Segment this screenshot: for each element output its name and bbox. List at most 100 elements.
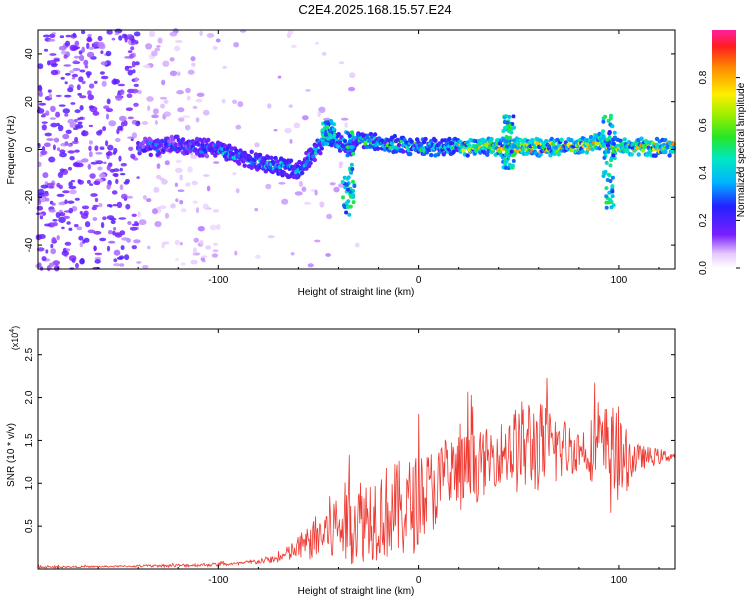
spectrogram-noise-cell [39, 215, 44, 220]
spectrogram-streak-cell [344, 182, 349, 187]
spectrogram-noise-cell [154, 47, 161, 52]
snr-y-ticks: 0.5 1.0 1.5 2.0 2.5 [24, 347, 675, 533]
spectrogram-noise-cell [127, 116, 134, 120]
spectrogram-noise-cell [348, 86, 356, 92]
spectrogram-noise-cell [290, 44, 297, 49]
colorbar-tick-label: 0.8 [698, 70, 709, 84]
spectrogram-noise-cell [156, 45, 161, 48]
spectrogram-noise-cell [78, 50, 83, 55]
spectrogram-noise-cell [63, 215, 70, 219]
spectrogram-noise-cell [77, 92, 82, 96]
spectrogram-noise-cell [94, 197, 99, 203]
spectrogram-noise-cell [49, 33, 56, 39]
spectrogram-noise-cell [87, 94, 95, 101]
spectrogram-noise-cell [94, 259, 101, 264]
spectrogram-noise-cell [127, 69, 134, 76]
spectrogram-streak-cell [504, 139, 509, 144]
spectrogram-noise-cell [338, 161, 344, 166]
spectrogram-ridge-cell [639, 136, 644, 141]
spectrogram-noise-cell [56, 122, 60, 127]
spectrogram-noise-cell [178, 117, 185, 122]
spectrogram-noise-cell [126, 34, 134, 40]
spectrogram-noise-cell [65, 248, 71, 251]
spectrogram-ridge-cell [629, 152, 634, 157]
spectrogram-ridge-cell [175, 134, 180, 139]
spectrogram-streak-cell [329, 119, 334, 123]
spectrogram-noise-cell [74, 118, 78, 123]
spectrogram-noise-cell [59, 152, 67, 158]
spectrogram-noise-cell [192, 200, 198, 204]
spectrogram-noise-cell [177, 71, 181, 76]
spectrogram-noise-cell [323, 117, 331, 121]
spectrogram-ridge-cell [148, 152, 153, 158]
spectrogram-streak-cell [512, 125, 517, 130]
spectrogram-noise-cell [48, 262, 55, 267]
spectrogram-noise-cell [185, 87, 191, 94]
spectrogram-noise-cell [94, 80, 98, 84]
spectrogram-noise-cell [59, 149, 66, 154]
spectrogram-noise-cell [106, 98, 111, 105]
y-tick-label: 20 [24, 96, 35, 108]
spectrogram-streak-cell [351, 151, 356, 156]
spectrogram-noise-cell [106, 183, 111, 190]
colorbar-ticks: 0.0 0.2 0.4 0.6 0.8 [698, 70, 740, 275]
spectrogram-noise-cell [107, 144, 114, 151]
x-tick-label: 100 [611, 575, 628, 586]
spectrogram-noise-cell [79, 241, 84, 248]
spectrogram-noise-cell [81, 46, 85, 53]
spectrogram-streak-cell [351, 179, 355, 184]
spectrogram-noise-cell [45, 110, 50, 116]
spectrogram-streak-cell [609, 113, 613, 118]
spectrogram-streak-cell [341, 195, 345, 200]
spectrogram-ridge-cell [527, 140, 532, 145]
spectrogram-streak-cell [604, 186, 609, 191]
spectrogram-noise-cell [35, 234, 42, 241]
spectrogram-noise-cell [131, 60, 136, 68]
spectrogram-noise-cell [136, 176, 140, 179]
spectrogram-noise-cell [187, 69, 195, 75]
spectrogram-ridge-cell [312, 157, 317, 163]
spectrogram-noise-cell [267, 235, 275, 239]
spectrogram-noise-cell [59, 35, 65, 39]
spectrogram-noise-cell [50, 105, 56, 113]
spectrogram-noise-cell [42, 34, 51, 38]
y-tick-label: 2.5 [24, 347, 35, 361]
spectrogram-noise-cell [78, 76, 84, 83]
spectrogram-noise-cell [155, 221, 160, 226]
spectrogram-noise-cell [69, 122, 77, 128]
snr-multiplier: (x104) [9, 326, 20, 350]
spectrogram-noise-cell [112, 151, 117, 155]
spectrogram-streak-cell [331, 127, 336, 132]
spectrogram-noise-cell [80, 257, 85, 264]
spectrogram-noise-cell [45, 197, 50, 202]
spectrogram-noise-cell [50, 248, 56, 255]
spectrogram-noise-cell [121, 237, 129, 241]
x-tick-label: 0 [416, 575, 422, 586]
spectrogram-noise-cell [77, 179, 84, 185]
spectrogram-streak-cell [608, 163, 613, 168]
spectrogram-noise-cell [190, 154, 198, 159]
spectrogram-noise-cell [304, 201, 312, 205]
spectrogram-streak-cell [507, 123, 512, 128]
spectrogram-noise-cell [154, 120, 158, 125]
spectrogram-noise-cell [75, 262, 79, 269]
spectrogram-noise-cell [131, 119, 138, 125]
spectrogram-streak-cell [610, 194, 615, 199]
spectrogram-noise-cell [133, 157, 139, 161]
spectrogram-noise-cell [36, 108, 45, 114]
spectrogram-streak-cell [345, 145, 350, 150]
colorbar-gradient [712, 30, 736, 268]
spectrogram-noise-cell [222, 65, 227, 69]
spectrogram-noise-cell [86, 42, 90, 49]
spectrogram-streak-cell [323, 141, 328, 146]
spectrogram-noise-cell [106, 215, 115, 220]
spectrogram-noise-cell [137, 211, 141, 218]
spectrogram-noise-cell [182, 115, 190, 118]
spectrogram-noise-cell [160, 103, 166, 109]
spectrogram-noise-cell [106, 29, 113, 35]
spectrogram-noise-cell [37, 201, 42, 206]
spectrogram-ridge-cell [396, 142, 402, 148]
spectrogram-ridge-cell [433, 138, 438, 143]
spectrogram-ridge-cell [447, 136, 452, 142]
spectrogram-noise-cell [317, 110, 321, 118]
